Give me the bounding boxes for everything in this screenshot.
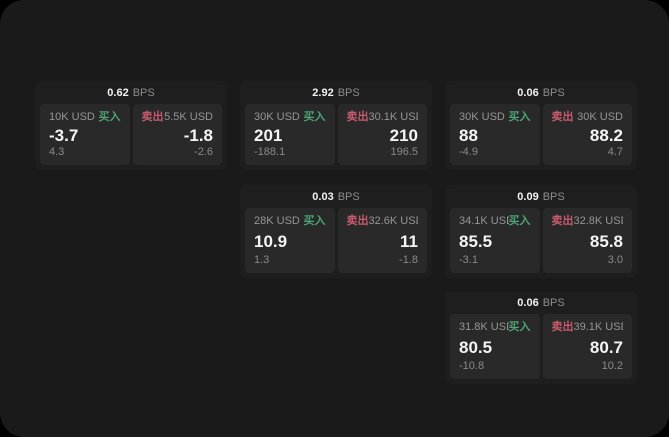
quote-card-body: 30K USD 买入 201 -188.1 卖出 30.1K USD 210 1…: [240, 104, 432, 170]
sell-price: 11: [400, 231, 418, 251]
bps-unit-label: BPS: [337, 190, 360, 203]
sell-tile[interactable]: 卖出 30K USD 88.2 4.7: [542, 104, 632, 165]
sell-tile[interactable]: 卖出 32.8K USD 85.8 3.0: [542, 208, 632, 273]
buy-button[interactable]: 买入: [98, 111, 121, 123]
buy-tile[interactable]: 30K USD 买入 88 -4.9: [450, 104, 540, 165]
quote-card: 0.62 BPS 10K USD 买入 -3.7 4.3 卖出 5.5K USD…: [35, 81, 227, 170]
bps-header: 0.06 BPS: [445, 81, 637, 104]
bps-header: 2.92 BPS: [240, 81, 432, 104]
buy-delta: -3.1: [459, 254, 478, 266]
quote-card-body: 34.1K USD 买入 85.5 -3.1 卖出 32.8K USD 85.8…: [445, 208, 637, 278]
buy-button[interactable]: 买入: [508, 215, 531, 227]
buy-amount: 10K USD: [49, 111, 95, 123]
bps-value: 0.06: [517, 86, 539, 99]
buy-delta: 1.3: [254, 254, 270, 266]
buy-delta: 4.3: [49, 146, 65, 158]
bps-header: 0.62 BPS: [35, 81, 227, 104]
sell-delta: 3.0: [607, 254, 623, 266]
quote-card-body: 28K USD 买入 10.9 1.3 卖出 32.6K USD 11 -1.8: [240, 208, 432, 278]
quote-card: 0.03 BPS 28K USD 买入 10.9 1.3 卖出 32.6K US…: [240, 185, 432, 278]
bps-value: 2.92: [312, 86, 334, 99]
bps-header: 0.06 BPS: [445, 291, 637, 314]
bps-value: 0.06: [517, 296, 539, 309]
buy-price: 88: [459, 125, 478, 145]
sell-amount: 5.5K USD: [164, 111, 213, 123]
bps-unit-label: BPS: [542, 86, 565, 99]
buy-amount: 31.8K USD: [459, 321, 509, 333]
sell-delta: -1.8: [399, 254, 418, 266]
sell-amount: 39.1K USD: [573, 321, 624, 333]
quote-card: 2.92 BPS 30K USD 买入 201 -188.1 卖出 30.1K …: [240, 81, 432, 170]
buy-tile[interactable]: 31.8K USD 买入 80.5 -10.8: [450, 314, 540, 379]
buy-button[interactable]: 买入: [303, 111, 326, 123]
sell-price: 210: [389, 125, 418, 145]
sell-price: -1.8: [183, 125, 213, 145]
sell-delta: 196.5: [390, 146, 418, 158]
buy-button[interactable]: 买入: [508, 111, 531, 123]
sell-tile[interactable]: 卖出 5.5K USD -1.8 -2.6: [132, 104, 222, 165]
quote-card-body: 31.8K USD 买入 80.5 -10.8 卖出 39.1K USD 80.…: [445, 314, 637, 384]
sell-price: 88.2: [589, 125, 623, 145]
bps-header: 0.09 BPS: [445, 185, 637, 208]
buy-button[interactable]: 买入: [508, 321, 531, 333]
bps-unit-label: BPS: [542, 296, 565, 309]
buy-tile[interactable]: 10K USD 买入 -3.7 4.3: [40, 104, 130, 165]
bps-value: 0.03: [312, 190, 334, 203]
sell-button[interactable]: 卖出: [346, 215, 369, 227]
sell-button[interactable]: 卖出: [551, 111, 574, 123]
buy-amount: 30K USD: [459, 111, 505, 123]
sell-tile[interactable]: 卖出 32.6K USD 11 -1.8: [337, 208, 427, 273]
sell-button[interactable]: 卖出: [551, 321, 574, 333]
quote-card-body: 10K USD 买入 -3.7 4.3 卖出 5.5K USD -1.8 -2.…: [35, 104, 227, 170]
buy-amount: 34.1K USD: [459, 215, 509, 227]
sell-delta: -2.6: [194, 146, 213, 158]
buy-delta: -4.9: [459, 146, 478, 158]
buy-price: 80.5: [459, 337, 493, 357]
bps-value: 0.62: [107, 86, 129, 99]
buy-price: 85.5: [459, 231, 493, 251]
buy-price: 10.9: [254, 231, 288, 251]
buy-button[interactable]: 买入: [303, 215, 326, 227]
bps-unit-label: BPS: [132, 86, 155, 99]
sell-amount: 32.6K USD: [368, 215, 419, 227]
buy-tile[interactable]: 34.1K USD 买入 85.5 -3.1: [450, 208, 540, 273]
bps-value: 0.09: [517, 190, 539, 203]
buy-delta: -10.8: [459, 360, 485, 372]
bps-header: 0.03 BPS: [240, 185, 432, 208]
buy-price: 201: [254, 125, 283, 145]
sell-delta: 10.2: [601, 360, 623, 372]
sell-price: 80.7: [589, 337, 623, 357]
bps-unit-label: BPS: [337, 86, 360, 99]
quote-card: 0.06 BPS 31.8K USD 买入 80.5 -10.8 卖出 39.1…: [445, 291, 637, 384]
sell-button[interactable]: 卖出: [551, 215, 574, 227]
sell-price: 85.8: [589, 231, 623, 251]
sell-amount: 32.8K USD: [573, 215, 624, 227]
buy-tile[interactable]: 28K USD 买入 10.9 1.3: [245, 208, 335, 273]
quote-card: 0.06 BPS 30K USD 买入 88 -4.9 卖出 30K USD 8…: [445, 81, 637, 170]
sell-button[interactable]: 卖出: [346, 111, 369, 123]
buy-delta: -188.1: [254, 146, 286, 158]
buy-amount: 28K USD: [254, 215, 300, 227]
buy-tile[interactable]: 30K USD 买入 201 -188.1: [245, 104, 335, 165]
sell-amount: 30.1K USD: [368, 111, 419, 123]
buy-amount: 30K USD: [254, 111, 300, 123]
sell-amount: 30K USD: [577, 111, 623, 123]
sell-tile[interactable]: 卖出 39.1K USD 80.7 10.2: [542, 314, 632, 379]
bps-unit-label: BPS: [542, 190, 565, 203]
quote-card: 0.09 BPS 34.1K USD 买入 85.5 -3.1 卖出 32.8K…: [445, 185, 637, 278]
quote-card-body: 30K USD 买入 88 -4.9 卖出 30K USD 88.2 4.7: [445, 104, 637, 170]
sell-button[interactable]: 卖出: [141, 111, 164, 123]
sell-tile[interactable]: 卖出 30.1K USD 210 196.5: [337, 104, 427, 165]
sell-delta: 4.7: [607, 146, 623, 158]
buy-price: -3.7: [49, 125, 79, 145]
